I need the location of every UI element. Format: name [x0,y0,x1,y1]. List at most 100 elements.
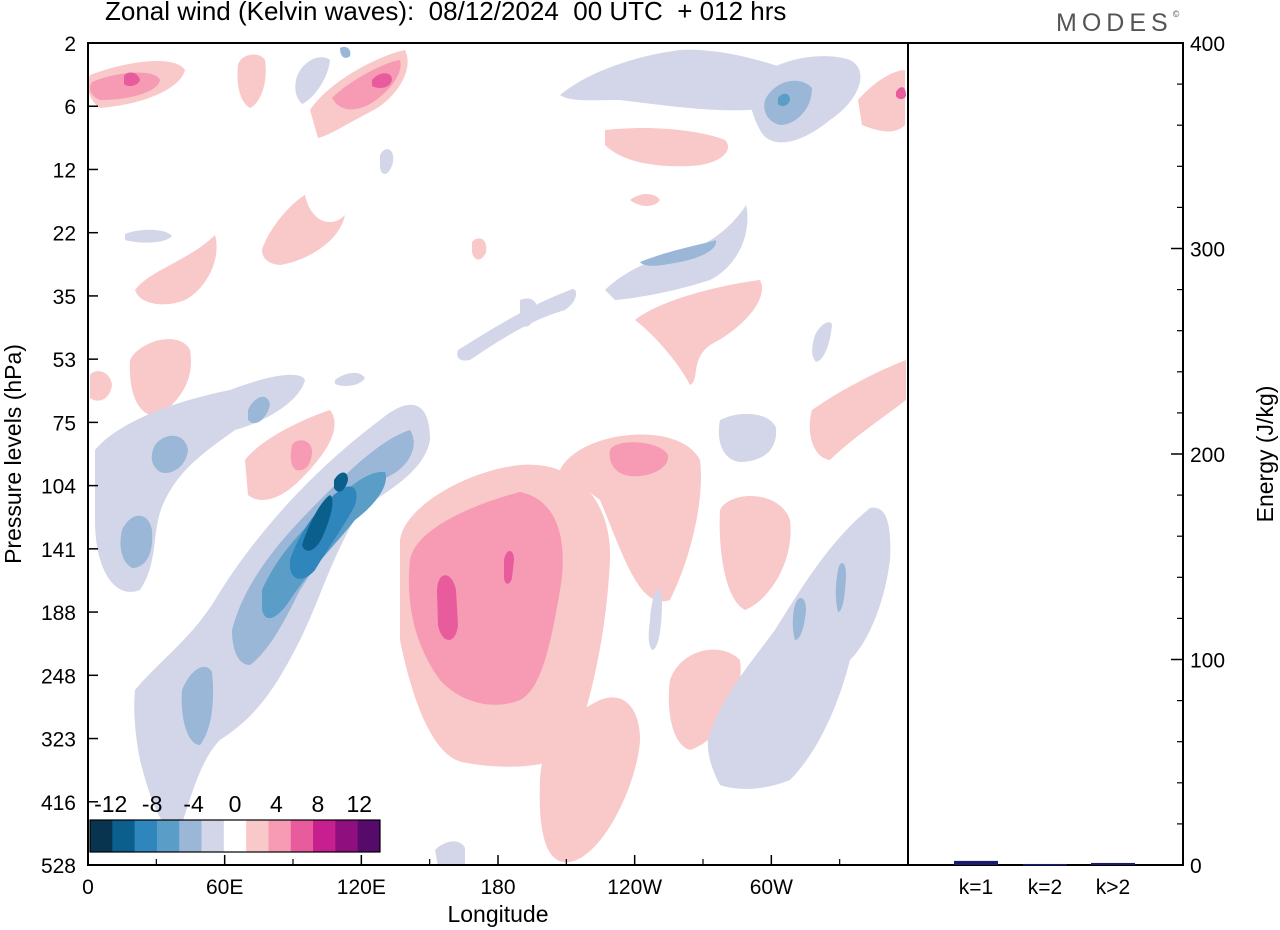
y-tick-label: 248 [41,665,76,688]
contour-fields [88,46,906,865]
x-tick-label: 120W [607,876,662,899]
x-tick-label: 60W [750,876,793,899]
colorbar-swatch [112,820,136,852]
y-tick-label: 416 [41,792,76,815]
copyright-mark: © [1172,9,1180,19]
y-tick-label: 528 [41,855,76,878]
y-tick-label: 141 [41,539,76,562]
y-tick-label: 323 [41,729,76,752]
colorbar-swatch [90,820,113,852]
contour-region [457,289,577,361]
contour-region [125,229,172,243]
colorbar-label: 4 [270,791,283,817]
contour-region [332,60,401,110]
x-tick-label: 180 [480,876,515,899]
energy-bar [1091,862,1135,865]
contour-region [237,54,266,108]
contour-region [435,841,465,865]
energy-axis: 0 100 200 300 400 [1171,33,1225,878]
heatmap-plot: -12 -8 -4 0 4 8 12 0 60E 120E 180 120W 60W 2 6 12 22 35… [0,33,909,927]
contour-region [90,72,160,100]
energy-tick-label: 0 [1190,855,1202,878]
x-axis: 0 60E 120E 180 120W 60W [82,855,841,899]
contour-region [124,72,140,87]
contour-region [334,472,348,492]
contour-region [896,87,906,99]
energy-tick-label: 400 [1190,33,1225,56]
contour-region [437,575,458,640]
colorbar-label: 8 [311,791,324,817]
contour-region [648,589,662,650]
contour-region [151,435,188,474]
contour-region [630,194,660,206]
contour-region [120,515,153,568]
colorbar-swatch [357,820,381,852]
contour-region [135,235,217,305]
contour-region [605,128,729,167]
contour-region [295,57,330,104]
contour-region [372,73,392,88]
contour-region [718,413,777,462]
energy-axis-label: Energy (J/kg) [1252,386,1278,523]
x-tick-label: 0 [82,876,94,899]
energy-tick-label: 300 [1190,239,1225,262]
energy-tick-label: 200 [1190,444,1225,467]
contour-region [858,70,905,132]
contour-region [181,666,214,745]
contour-region [605,205,748,300]
colorbar-label: 0 [229,791,242,817]
colorbar-swatch [156,820,180,852]
contour-region [472,238,487,260]
contour-region [560,434,701,602]
contour-region [719,496,791,610]
energy-category-label: k=2 [1028,876,1062,899]
contour-region [640,240,717,266]
colorbar-frame [89,819,381,853]
contour-region [90,371,112,401]
colorbar-swatch [268,820,292,852]
contour-region [290,440,312,471]
contour-region [262,195,345,265]
colorbar-label: -4 [183,791,204,817]
contour-region [835,563,846,612]
chart-title: Zonal wind (Kelvin waves): 08/12/2024 00… [105,0,787,26]
x-tick-label: 60E [206,876,243,899]
y-tick-label: 2 [64,33,76,56]
contour-region [245,410,335,500]
colorbar-swatch [290,820,314,852]
energy-category-label: k=1 [959,876,993,899]
energy-tick-label: 100 [1190,650,1225,673]
energy-bar [1023,863,1067,866]
contour-region [539,697,640,863]
contour-region [792,598,806,640]
y-tick-label: 188 [41,602,76,625]
energy-bar [954,860,998,865]
contour-region [812,322,832,362]
contour-region [380,149,394,174]
energy-bar-panel: k=1 k=2 k>2 0 100 200 300 400 Energy (J/kg) [907,33,1278,899]
contour-region [560,49,793,111]
y-axis-label: Pressure levels (hPa) [0,344,26,564]
y-tick-label: 6 [64,96,76,119]
contour-region [504,551,514,584]
colorbar-swatch [179,820,203,852]
y-tick-label: 53 [53,349,76,372]
colorbar-label: 12 [346,791,372,817]
contour-region [809,360,906,460]
contour-region [408,492,563,705]
contour-region [635,280,762,385]
contour-region [129,339,191,416]
colorbar-swatch [313,820,336,852]
contour-region [668,649,741,750]
contour-region [520,298,537,327]
colorbar-swatch [201,820,225,852]
contour-region [778,93,790,107]
y-tick-label: 35 [53,286,76,309]
colorbar: -12 -8 -4 0 4 8 12 [89,791,381,853]
y-tick-label: 22 [53,223,76,246]
energy-category-label: k>2 [1096,876,1130,899]
colorbar-label: -12 [94,791,127,817]
modes-logo: MODES© [1056,9,1179,38]
energy-frame [907,42,1184,866]
